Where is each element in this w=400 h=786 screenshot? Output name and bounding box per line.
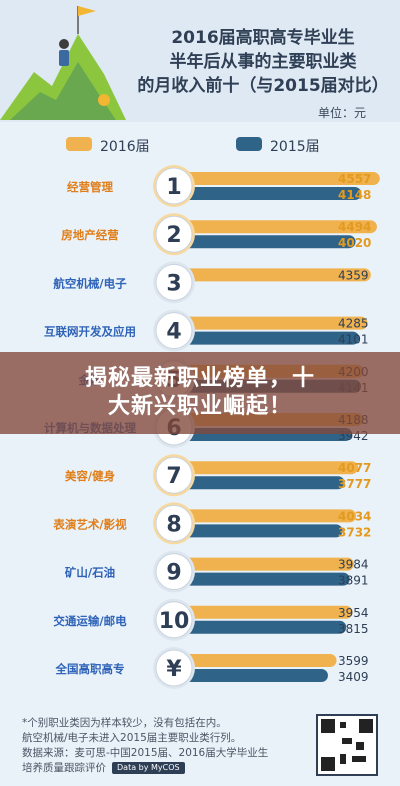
bar-2016 bbox=[174, 654, 337, 667]
climber-body-icon bbox=[59, 50, 69, 66]
value-label-2015: 4101 bbox=[338, 333, 369, 347]
value-label-2016: 4034 bbox=[338, 509, 371, 523]
chart-row: 8 表演艺术/影视 4034 3732 bbox=[52, 502, 371, 545]
bar-2016 bbox=[174, 268, 371, 282]
rank-circle bbox=[155, 215, 193, 253]
rank-number: 10 bbox=[159, 609, 190, 634]
footnote-1: *个别职业类因为样本较少，没有包括在内。 bbox=[22, 717, 227, 729]
footnote-4-text: 培养质量跟踪评价 bbox=[22, 762, 106, 774]
footnote-3: 数据来源：麦可思-中国2015届、2016届大学毕业生 bbox=[22, 747, 269, 759]
bar-2016 bbox=[174, 316, 368, 330]
value-label-2016: 3984 bbox=[338, 558, 369, 572]
value-label-2015: 3409 bbox=[338, 670, 369, 684]
bar-2015 bbox=[174, 235, 356, 249]
rank-number: 4 bbox=[166, 320, 181, 345]
legend-label-2016: 2016届 bbox=[100, 139, 150, 155]
chart-row: ¥ 全国高职高专 3599 3409 bbox=[55, 647, 369, 689]
climber-head-icon bbox=[59, 39, 69, 49]
rank-circle bbox=[155, 504, 193, 542]
coin-icon bbox=[98, 94, 110, 106]
bar-2016 bbox=[174, 509, 357, 523]
chart-row: 1 经营管理 4557 4148 bbox=[67, 165, 380, 207]
legend-label-2015: 2015届 bbox=[270, 139, 320, 155]
rank-circle bbox=[155, 456, 193, 494]
rank-number: 1 bbox=[166, 175, 181, 200]
rank-circle bbox=[155, 601, 193, 639]
rank-circle bbox=[155, 263, 193, 301]
bar-2016 bbox=[174, 220, 377, 234]
footnote-2: 航空机械/电子未进入2015届主要职业类行列。 bbox=[22, 732, 242, 744]
rank-number: 2 bbox=[166, 223, 181, 248]
rank-circle bbox=[155, 553, 193, 591]
chart-row: 9 矿山/石油 3984 3891 bbox=[65, 550, 369, 593]
category-label: 美容/健身 bbox=[65, 469, 116, 483]
bar-2015 bbox=[174, 476, 345, 490]
header: 2016届高职高专毕业生 半年后从事的主要职业类 的月收入前十（与2015届对比… bbox=[0, 0, 400, 120]
category-label: 航空机械/电子 bbox=[53, 276, 127, 290]
mountain-shade bbox=[10, 62, 116, 120]
rank-circle bbox=[155, 312, 193, 350]
category-label: 交通运输/邮电 bbox=[53, 614, 127, 628]
headline-banner[interactable]: 揭秘最新职业榜单，十 大新兴职业崛起！ bbox=[0, 352, 400, 434]
bar-2015 bbox=[174, 331, 360, 345]
value-label-2016: 4285 bbox=[338, 317, 369, 331]
rank-circle bbox=[155, 167, 193, 205]
value-label-2016: 4557 bbox=[338, 172, 371, 186]
value-label-2015: 3815 bbox=[338, 622, 369, 636]
flag-icon bbox=[78, 6, 96, 16]
data-credit-badge: Data by MyCOS bbox=[112, 762, 185, 774]
bar-2016 bbox=[174, 605, 353, 619]
chart-title-line-2: 半年后从事的主要职业类 bbox=[169, 52, 357, 72]
chart-row: 10 交通运输/邮电 3954 3815 bbox=[53, 598, 369, 641]
chart-row: 3 航空机械/电子 4359 bbox=[53, 261, 371, 304]
bar-2015 bbox=[174, 187, 362, 200]
chart-row: 7 美容/健身 4077 3777 bbox=[65, 454, 371, 497]
banner-line-1: 揭秘最新职业榜单，十 bbox=[84, 366, 315, 391]
bar-2016 bbox=[174, 461, 359, 475]
category-label: 经营管理 bbox=[67, 180, 113, 194]
value-label-2015: 4020 bbox=[338, 236, 371, 250]
rank-number: 3 bbox=[166, 271, 181, 296]
legend-swatch-2015 bbox=[236, 137, 262, 151]
qr-code[interactable] bbox=[316, 714, 378, 776]
rank-circle bbox=[155, 649, 193, 687]
value-label-2015: 3732 bbox=[338, 525, 371, 539]
bar-2015 bbox=[174, 572, 350, 586]
chart-row: 4 互联网开发及应用 4285 4101 bbox=[44, 309, 369, 352]
rank-number: 7 bbox=[166, 464, 181, 489]
chart-title-line-3: 的月收入前十（与2015届对比） bbox=[137, 76, 389, 96]
value-label-2015: 4148 bbox=[338, 188, 371, 202]
bar-2016 bbox=[174, 557, 354, 571]
header-illustration bbox=[0, 0, 400, 122]
value-label-2016: 4494 bbox=[338, 220, 371, 234]
bar-2016 bbox=[174, 172, 380, 185]
value-label-2016: 4077 bbox=[338, 461, 371, 475]
rank-number: 8 bbox=[166, 512, 181, 537]
value-label-2016: 3599 bbox=[338, 654, 369, 668]
rank-number: ¥ bbox=[166, 657, 182, 682]
category-label: 互联网开发及应用 bbox=[44, 325, 136, 339]
category-label: 全国高职高专 bbox=[55, 662, 125, 676]
category-label: 房地产经营 bbox=[61, 228, 119, 242]
chart-row: 2 房地产经营 4494 4020 bbox=[61, 213, 377, 256]
category-label: 表演艺术/影视 bbox=[52, 517, 127, 531]
rank-number: 9 bbox=[166, 561, 181, 586]
footnote-4: 培养质量跟踪评价 Data by MyCOS bbox=[22, 761, 302, 776]
footnotes: *个别职业类因为样本较少，没有包括在内。 航空机械/电子未进入2015届主要职业… bbox=[22, 716, 302, 776]
legend-swatch-2016 bbox=[66, 137, 92, 151]
unit-label: 单位：元 bbox=[317, 106, 366, 120]
value-label-2016: 3954 bbox=[338, 606, 369, 620]
chart-title-line-1: 2016届高职高专毕业生 bbox=[171, 28, 355, 48]
value-label-2015: 3891 bbox=[338, 574, 369, 588]
bar-2015 bbox=[174, 620, 347, 634]
banner-line-2: 大新兴职业崛起！ bbox=[107, 394, 292, 419]
category-label: 矿山/石油 bbox=[65, 566, 115, 580]
bar-2015 bbox=[174, 669, 328, 682]
bar-2015 bbox=[174, 524, 343, 538]
value-label-2015: 3777 bbox=[338, 477, 371, 491]
value-label-2016: 4359 bbox=[338, 268, 369, 282]
